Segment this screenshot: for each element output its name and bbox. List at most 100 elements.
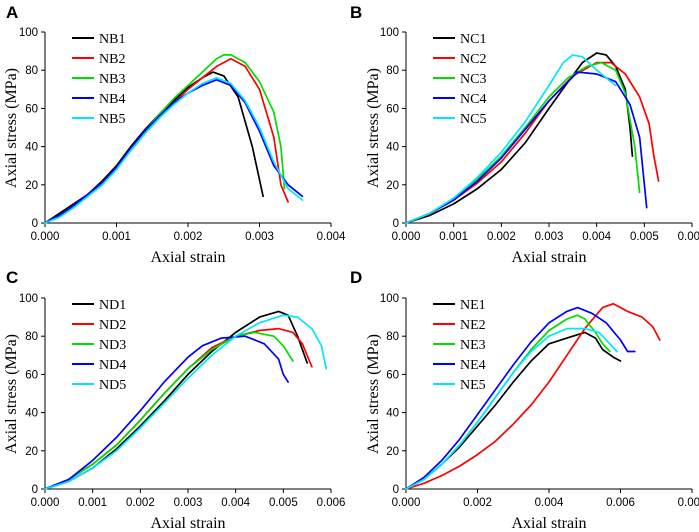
series-line-nc2: [405, 61, 660, 224]
x-tick-label: 0.006: [317, 497, 346, 509]
x-tick-label: 0.004: [317, 231, 346, 243]
x-tick-label: 0.002: [174, 231, 203, 243]
y-tick-label: 100: [19, 293, 38, 305]
x-tick-label: 0.003: [535, 231, 564, 243]
series-line-nd3: [44, 331, 294, 490]
legend-label-nc5: NC5: [460, 112, 486, 127]
series-line-nd1: [44, 310, 309, 490]
x-tick-label: 0.008: [678, 497, 699, 509]
y-tick-label: 40: [25, 142, 38, 154]
legend-label-nc4: NC4: [460, 92, 486, 107]
y-tick-label: 40: [386, 142, 399, 154]
series-line-nd4: [44, 335, 289, 490]
chart-panel-c: C 0 20 40 60 80 100 0.000 0.001 0.002 0.003 0.004 0.…: [3, 268, 345, 532]
x-tick-label: 0.003: [174, 497, 203, 509]
y-tick-label: 20: [25, 180, 38, 192]
legend-label-ne2: NE2: [460, 318, 486, 333]
series-line-ne5: [405, 327, 618, 490]
y-tick-label: 100: [380, 27, 399, 39]
y-tick-label: 0: [393, 484, 399, 496]
y-tick-label: 60: [386, 369, 399, 381]
legend-label-nd2: ND2: [99, 318, 126, 333]
series-line-ne2: [405, 302, 661, 490]
y-tick-label: 60: [25, 369, 38, 381]
series-line-nb1: [44, 71, 264, 224]
series-line-nc3: [405, 61, 641, 224]
chart-panel-a: A 0 20 40 60 80 100 0.000 0.001 0.002 0.003 0.004 Ax…: [3, 3, 346, 266]
x-axis-label: Axial strain: [511, 515, 586, 532]
series-line-nb4: [44, 78, 304, 224]
legend-label-nc3: NC3: [460, 72, 486, 87]
series-line-nb5: [44, 76, 304, 224]
y-tick-label: 20: [386, 180, 399, 192]
x-tick-label: 0.005: [630, 231, 659, 243]
series-line-ne4: [405, 306, 636, 490]
legend-label-nb1: NB1: [99, 32, 125, 47]
legend-label-nc1: NC1: [460, 32, 486, 47]
x-tick-label: 0.000: [31, 497, 60, 509]
x-tick-label: 0.002: [487, 231, 516, 243]
series-line-nd5: [44, 314, 328, 490]
panel-label-a: A: [6, 3, 18, 22]
y-tick-label: 60: [25, 103, 38, 115]
legend-label-ne1: NE1: [460, 298, 486, 313]
x-tick-label: 0.001: [102, 231, 131, 243]
y-axis-label: Axial stress (MPa): [3, 68, 20, 188]
y-tick-label: 80: [386, 331, 399, 343]
y-tick-label: 80: [25, 331, 38, 343]
x-tick-label: 0.002: [463, 497, 492, 509]
y-tick-label: 0: [32, 218, 38, 230]
x-tick-label: 0.001: [439, 231, 468, 243]
series-line-nc4: [405, 71, 648, 224]
legend-label-nb2: NB2: [99, 52, 125, 67]
legend-label-nc2: NC2: [460, 52, 486, 67]
y-tick-label: 80: [25, 65, 38, 77]
legend-label-nb4: NB4: [99, 92, 125, 107]
legend-label-ne5: NE5: [460, 378, 486, 393]
y-tick-label: 0: [393, 218, 399, 230]
x-tick-label: 0.000: [392, 497, 421, 509]
x-axis-label: Axial strain: [150, 249, 225, 266]
series-line-nc5: [405, 54, 617, 224]
y-tick-label: 80: [386, 65, 399, 77]
x-tick-label: 0.002: [126, 497, 155, 509]
y-tick-label: 20: [386, 446, 399, 458]
x-axis-label: Axial strain: [150, 515, 225, 532]
y-axis-label: Axial stress (MPa): [3, 334, 20, 454]
legend-label-ne4: NE4: [460, 358, 486, 373]
legend-label-nb5: NB5: [99, 112, 125, 127]
y-tick-label: 20: [25, 446, 38, 458]
series-line-ne1: [405, 331, 622, 490]
legend-label-nd1: ND1: [99, 298, 126, 313]
x-tick-label: 0.003: [245, 231, 274, 243]
y-tick-label: 0: [32, 484, 38, 496]
x-tick-label: 0.000: [392, 231, 421, 243]
y-tick-label: 60: [386, 103, 399, 115]
x-axis-label: Axial strain: [511, 249, 586, 266]
panel-label-c: C: [6, 268, 18, 287]
legend-label-nd4: ND4: [99, 358, 126, 373]
legend-label-nb3: NB3: [99, 72, 125, 87]
x-tick-label: 0.004: [582, 231, 611, 243]
panel-label-d: D: [350, 268, 362, 287]
y-axis-label: Axial stress (MPa): [365, 68, 382, 188]
x-tick-label: 0.000: [31, 231, 60, 243]
x-tick-label: 0.004: [535, 497, 564, 509]
y-tick-label: 100: [380, 293, 399, 305]
legend-label-nd3: ND3: [99, 338, 126, 353]
y-tick-label: 40: [386, 408, 399, 420]
x-tick-label: 0.006: [678, 231, 699, 243]
y-tick-label: 40: [25, 408, 38, 420]
series-line-ne3: [405, 314, 611, 490]
x-tick-label: 0.001: [78, 497, 107, 509]
x-tick-label: 0.004: [221, 497, 250, 509]
legend-label-ne3: NE3: [460, 338, 486, 353]
panel-label-b: B: [350, 3, 362, 22]
y-axis-label: Axial stress (MPa): [365, 334, 382, 454]
legend-label-nd5: ND5: [99, 378, 126, 393]
chart-panel-b: B 0 20 40 60 80 100 0.000 0.001 0.002 0.003 0.004 0.…: [350, 3, 699, 266]
chart-panel-d: D 0 20 40 60 80 100 0.000 0.002 0.004 0.006 0.008 Ax…: [350, 268, 699, 532]
series-line-nb3: [44, 54, 286, 224]
y-tick-label: 100: [19, 27, 38, 39]
